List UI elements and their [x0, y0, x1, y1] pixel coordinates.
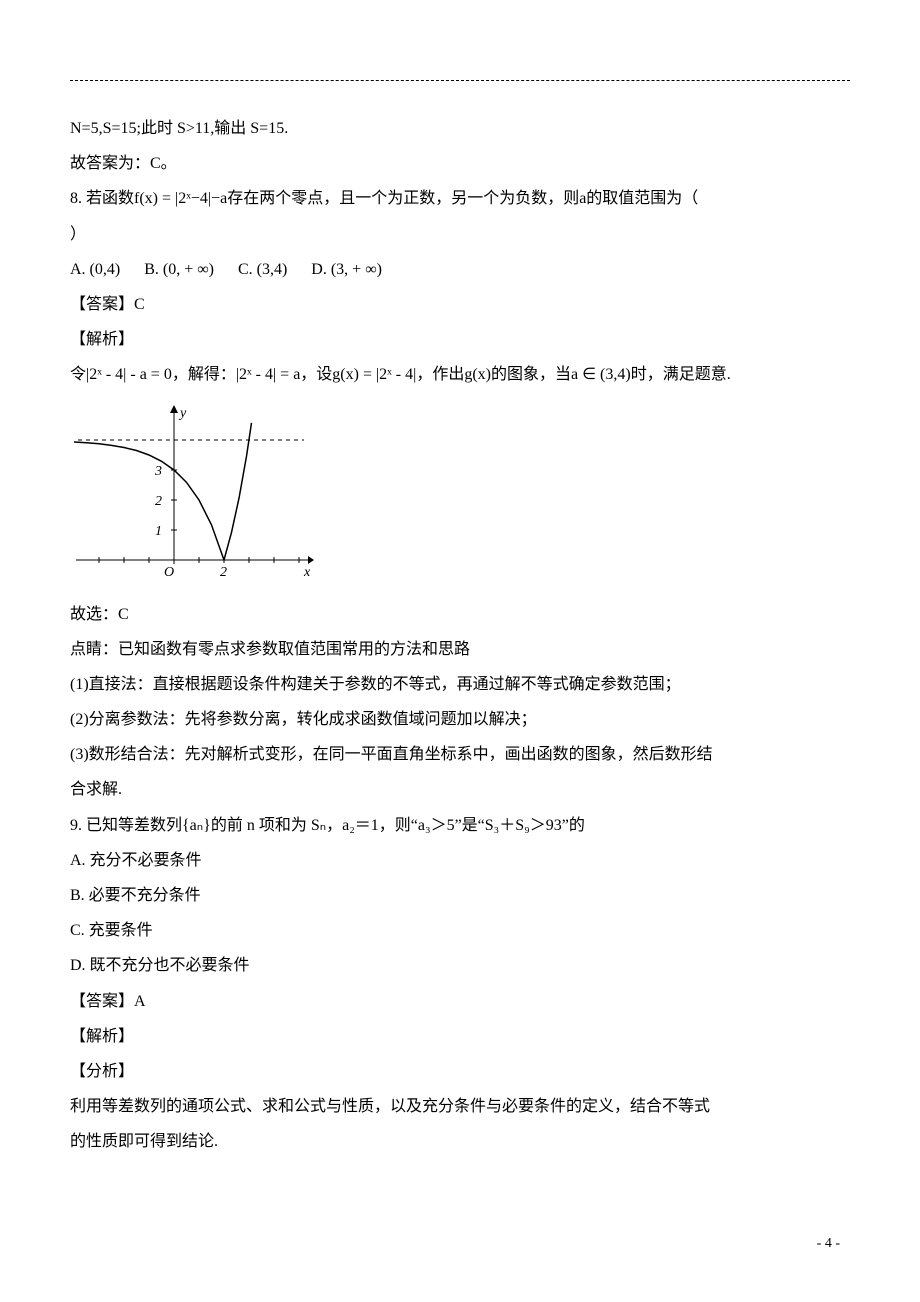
question-9: 9. 已知等差数列{aₙ}的前 n 项和为 Sₙ，a₂＝1，则“a₃＞5”是“S… [70, 808, 850, 843]
page-number: - 4 - [817, 1236, 840, 1252]
option-c: C. 充要条件 [70, 913, 850, 948]
text-line: 故答案为：C。 [70, 146, 850, 181]
note-label: 点睛：已知函数有零点求参数取值范围常用的方法和思路 [70, 632, 850, 667]
option-d: D. 既不充分也不必要条件 [70, 948, 850, 983]
text-line: ） [70, 217, 850, 252]
text-line: (1)直接法：直接根据题设条件构建关于参数的不等式，再通过解不等式确定参数范围； [70, 667, 850, 702]
analysis-label: 【解析】 [70, 322, 850, 357]
svg-text:1: 1 [155, 524, 162, 539]
text-line: (3)数形结合法：先对解析式变形，在同一平面直角坐标系中，画出函数的图象，然后数… [70, 737, 850, 772]
page: N=5,S=15;此时 S>11,输出 S=15. 故答案为：C。 8. 若函数… [0, 0, 920, 1302]
text-line: N=5,S=15;此时 S>11,输出 S=15. [70, 111, 850, 146]
options-line: A. (0,4) B. (0, + ∞) C. (3,4) D. (3, + ∞… [70, 252, 850, 287]
text-line: (2)分离参数法：先将参数分离，转化成求函数值域问题加以解决； [70, 702, 850, 737]
analysis-label: 【解析】 [70, 1019, 850, 1054]
svg-text:x: x [303, 565, 311, 580]
svg-text:3: 3 [154, 464, 162, 479]
svg-text:2: 2 [220, 565, 227, 580]
text-line: 的性质即可得到结论. [70, 1124, 850, 1159]
text-line: 令|2ˣ - 4| - a = 0，解得：|2ˣ - 4| = a，设g(x) … [70, 357, 850, 392]
question-8: 8. 若函数f(x) = |2ˣ−4|−a存在两个零点，且一个为正数，另一个为负… [70, 181, 850, 216]
function-graph: 1 2 3 Ox y 2 [74, 405, 850, 585]
text-line: 合求解. [70, 772, 850, 807]
svg-text:O: O [164, 565, 174, 580]
svg-text:y: y [178, 406, 187, 421]
graph-svg: 1 2 3 Ox y 2 [74, 405, 314, 580]
option-b: B. 必要不充分条件 [70, 878, 850, 913]
answer-label: 【答案】C [70, 287, 850, 322]
sub-analysis-label: 【分析】 [70, 1054, 850, 1089]
svg-text:2: 2 [155, 494, 162, 509]
text-line: 利用等差数列的通项公式、求和公式与性质，以及充分条件与必要条件的定义，结合不等式 [70, 1089, 850, 1124]
option-a: A. 充分不必要条件 [70, 843, 850, 878]
text-line: 故选：C [70, 597, 850, 632]
top-rule [70, 80, 850, 81]
answer-label: 【答案】A [70, 984, 850, 1019]
